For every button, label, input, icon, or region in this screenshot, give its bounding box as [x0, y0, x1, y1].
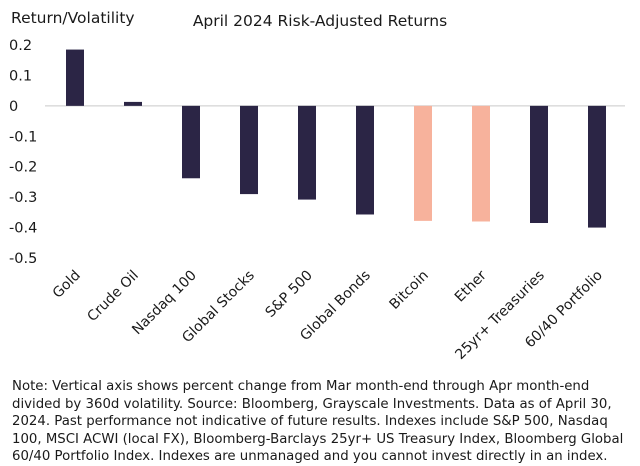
bar-ether	[472, 105, 490, 222]
bar-gold	[66, 49, 84, 106]
chart-title: April 2024 Risk-Adjusted Returns	[193, 12, 447, 30]
y-tick-label: -0.4	[9, 221, 37, 237]
bar-chart: Return/Volatility April 2024 Risk-Adjust…	[9, 9, 625, 363]
y-axis-ticks: 0.2 0.1 0 -0.1 -0.2 -0.3 -0.4 -0.5	[9, 38, 37, 267]
y-tick-label: 0.1	[9, 68, 32, 84]
x-tick-label: Ether	[452, 267, 490, 305]
y-tick-label: -0.1	[9, 129, 37, 145]
footnote: Note: Vertical axis shows percent change…	[12, 379, 624, 464]
x-tick-label: Bitcoin	[387, 268, 432, 313]
y-tick-label: -0.3	[9, 190, 37, 206]
bar-bitcoin	[414, 105, 432, 221]
bars	[66, 49, 606, 228]
y-tick-label: 0.2	[9, 38, 32, 54]
bar-crude-oil	[124, 101, 142, 106]
x-tick-label: Crude Oil	[84, 268, 141, 325]
bar-25yr-treasuries	[530, 105, 548, 224]
y-tick-label: 0	[9, 99, 18, 115]
y-tick-label: -0.5	[9, 251, 37, 267]
bar-global-stocks	[240, 105, 258, 195]
bar-s-p-500	[298, 105, 316, 200]
x-tick-label: S&P 500	[262, 268, 315, 321]
bar-global-bonds	[356, 105, 374, 215]
y-axis-label: Return/Volatility	[11, 9, 135, 27]
y-tick-label: -0.2	[9, 160, 37, 176]
x-tick-label: Gold	[50, 268, 84, 302]
bar-60-40-portfolio	[588, 105, 606, 228]
bar-nasdaq-100	[182, 105, 200, 179]
